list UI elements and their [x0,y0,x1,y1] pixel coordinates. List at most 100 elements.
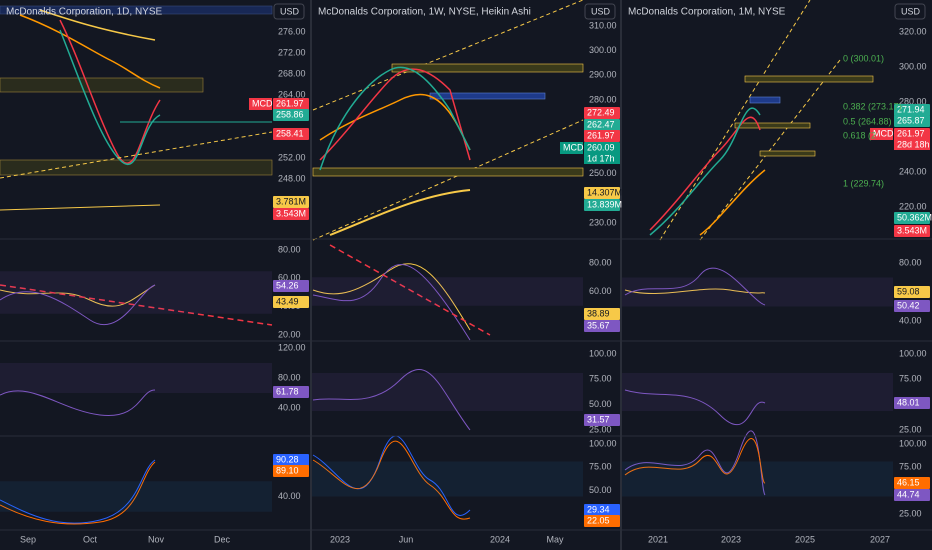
fib-level: 0 (300.01) [843,53,884,63]
price-label-bg [584,515,620,527]
price-label-bg [584,119,620,131]
currency: USD [901,6,921,16]
indicator-tick: 100.00 [899,438,927,448]
price-label: 14.307M [587,187,622,197]
price-label: 262.47 [587,119,615,129]
price-tick: 240.00 [899,166,927,176]
price-label: 48.01 [897,397,920,407]
time-label: 2024 [490,534,510,544]
price-label-bg [584,142,620,154]
price-label: 261.97 [897,128,925,138]
price-label-bg [273,196,309,208]
panel-title: McDonalds Corporation, 1W, NYSE, Heikin … [318,7,531,18]
price-tick: 290.00 [589,70,617,80]
indicator-band [312,277,583,306]
price-tick: 300.00 [899,61,927,71]
price-tick: 276.00 [278,26,306,36]
currency-button [273,3,305,20]
price-label-bg [894,477,930,489]
price-label: 89.10 [276,465,299,475]
price-label-bg [273,296,309,308]
price-label: 271.94 [897,104,925,114]
price-label-bg [273,208,309,220]
price-label: 59.08 [897,286,920,296]
price-tick: 220.00 [899,201,927,211]
price-label-bg [584,414,620,426]
price-label: 43.49 [276,296,299,306]
price-label: 13.839M [587,199,622,209]
symbol-tag: MCD [873,128,894,138]
indicator-tick: 80.00 [589,257,612,267]
fib-level: 0.5 (264.88) [843,116,892,126]
currency: USD [280,6,300,16]
price-tick: 264.00 [278,89,306,99]
price-label: 46.15 [897,477,920,487]
symbol-tag-bg [870,128,893,140]
price-label-bg [273,128,309,140]
indicator-tick: 80.00 [278,372,301,382]
price-label: 265.87 [897,115,925,125]
price-label-bg [894,397,930,409]
countdown: 1d 17h [587,153,615,163]
price-label: 90.28 [276,454,299,464]
indicator-tick: 60.00 [278,273,301,283]
price-label: 3.543M [897,225,927,235]
indicator-band [622,277,893,307]
price-label: 50.362M [897,212,932,222]
time-label: Sep [20,534,36,544]
symbol-tag-bg [560,142,583,154]
countdown-bg [894,139,930,150]
price-label: 54.26 [276,280,299,290]
fib-level: 0.382 (273.17) [843,101,902,111]
indicator-band [0,363,272,393]
price-label: 22.05 [587,515,610,525]
indicator-band [0,481,272,512]
price-label: 61.78 [276,386,299,396]
indicator-band [312,461,583,497]
price-label: 261.97 [276,98,304,108]
indicator-tick: 25.00 [589,424,612,434]
symbol-tag-bg [249,98,272,110]
indicator-tick: 25.00 [899,508,922,518]
indicator-tick: 40.00 [278,402,301,412]
price-label-bg [894,300,930,312]
price-tick: 280.00 [589,94,617,104]
indicator-tick: 50.00 [589,399,612,409]
indicator-tick: 80.00 [899,257,922,267]
price-label-bg [894,212,930,224]
price-tick: 272.00 [278,47,306,57]
symbol-tag: MCD [563,142,584,152]
time-label: May [546,534,564,544]
time-label: Dec [214,534,231,544]
indicator-tick: 75.00 [899,374,922,384]
countdown-bg [584,153,620,164]
indicator-tick: 80.00 [278,244,301,254]
price-label: 258.86 [276,109,304,119]
price-label-bg [894,225,930,237]
currency: USD [591,6,611,16]
time-label: Oct [83,534,98,544]
indicator-tick: 100.00 [589,438,617,448]
price-tick: 248.00 [278,173,306,183]
indicator-tick: 75.00 [899,462,922,472]
price-tick: 300.00 [589,45,617,55]
time-label: Jun [399,534,414,544]
indicator-band [0,271,272,314]
time-label: 2027 [870,534,890,544]
indicator-band [312,373,583,411]
indicator-tick: 100.00 [899,348,927,358]
price-label: 260.09 [587,142,615,152]
price-label: 31.57 [587,414,610,424]
price-label: 35.67 [587,320,610,330]
indicator-tick: 25.00 [899,424,922,434]
currency-button [584,3,616,20]
price-tick: 250.00 [589,168,617,178]
price-label: 3.781M [276,196,306,206]
time-label: 2023 [330,534,350,544]
fib-level: 1 (229.74) [843,178,884,188]
price-tick: 252.00 [278,152,306,162]
fib-level: 0.618 (2 [843,130,876,140]
price-label-bg [273,454,309,466]
indicator-tick: 50.00 [589,485,612,495]
